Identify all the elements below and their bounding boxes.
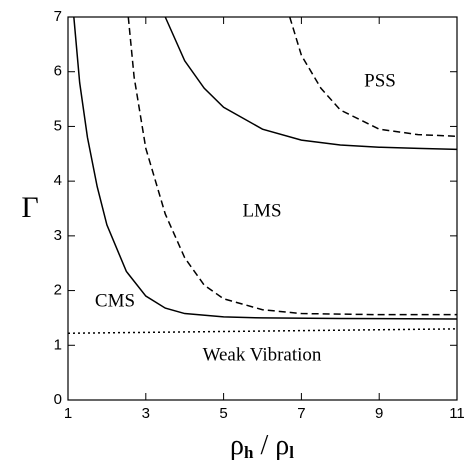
annotation: LMS — [242, 200, 281, 221]
y-tick-label: 4 — [54, 172, 62, 189]
x-tick-label: 7 — [297, 405, 305, 422]
x-label-part: ρ — [230, 430, 244, 461]
x-label-part: ρ — [275, 430, 289, 461]
curve — [67, 328, 458, 334]
curve — [73, 16, 458, 320]
annotation: Weak Vibration — [203, 344, 322, 365]
x-tick-label: 9 — [375, 405, 383, 422]
x-tick-label: 5 — [219, 405, 227, 422]
annotation: PSS — [364, 70, 396, 91]
y-tick-label: 1 — [54, 336, 62, 353]
curve — [289, 16, 458, 138]
annotation: CMS — [95, 290, 135, 311]
x-tick-label: 3 — [142, 405, 150, 422]
x-label-part: h — [244, 443, 254, 462]
curve — [164, 16, 458, 151]
x-tick-label: 1 — [64, 405, 72, 422]
x-axis-label: ρh / ρl — [230, 430, 294, 461]
x-tick-label: 11 — [449, 405, 465, 422]
x-label-part: / — [253, 430, 275, 461]
plot-frame — [67, 16, 458, 401]
y-axis-label: Γ — [21, 191, 38, 224]
y-tick-label: 0 — [54, 391, 62, 408]
curve — [127, 16, 457, 316]
y-tick-label: 7 — [54, 8, 62, 25]
y-tick-label: 3 — [54, 227, 62, 244]
x-label-part: l — [289, 443, 294, 462]
y-tick-label: 2 — [54, 282, 62, 299]
y-tick-label: 6 — [54, 63, 62, 80]
y-tick-label: 5 — [54, 117, 62, 134]
